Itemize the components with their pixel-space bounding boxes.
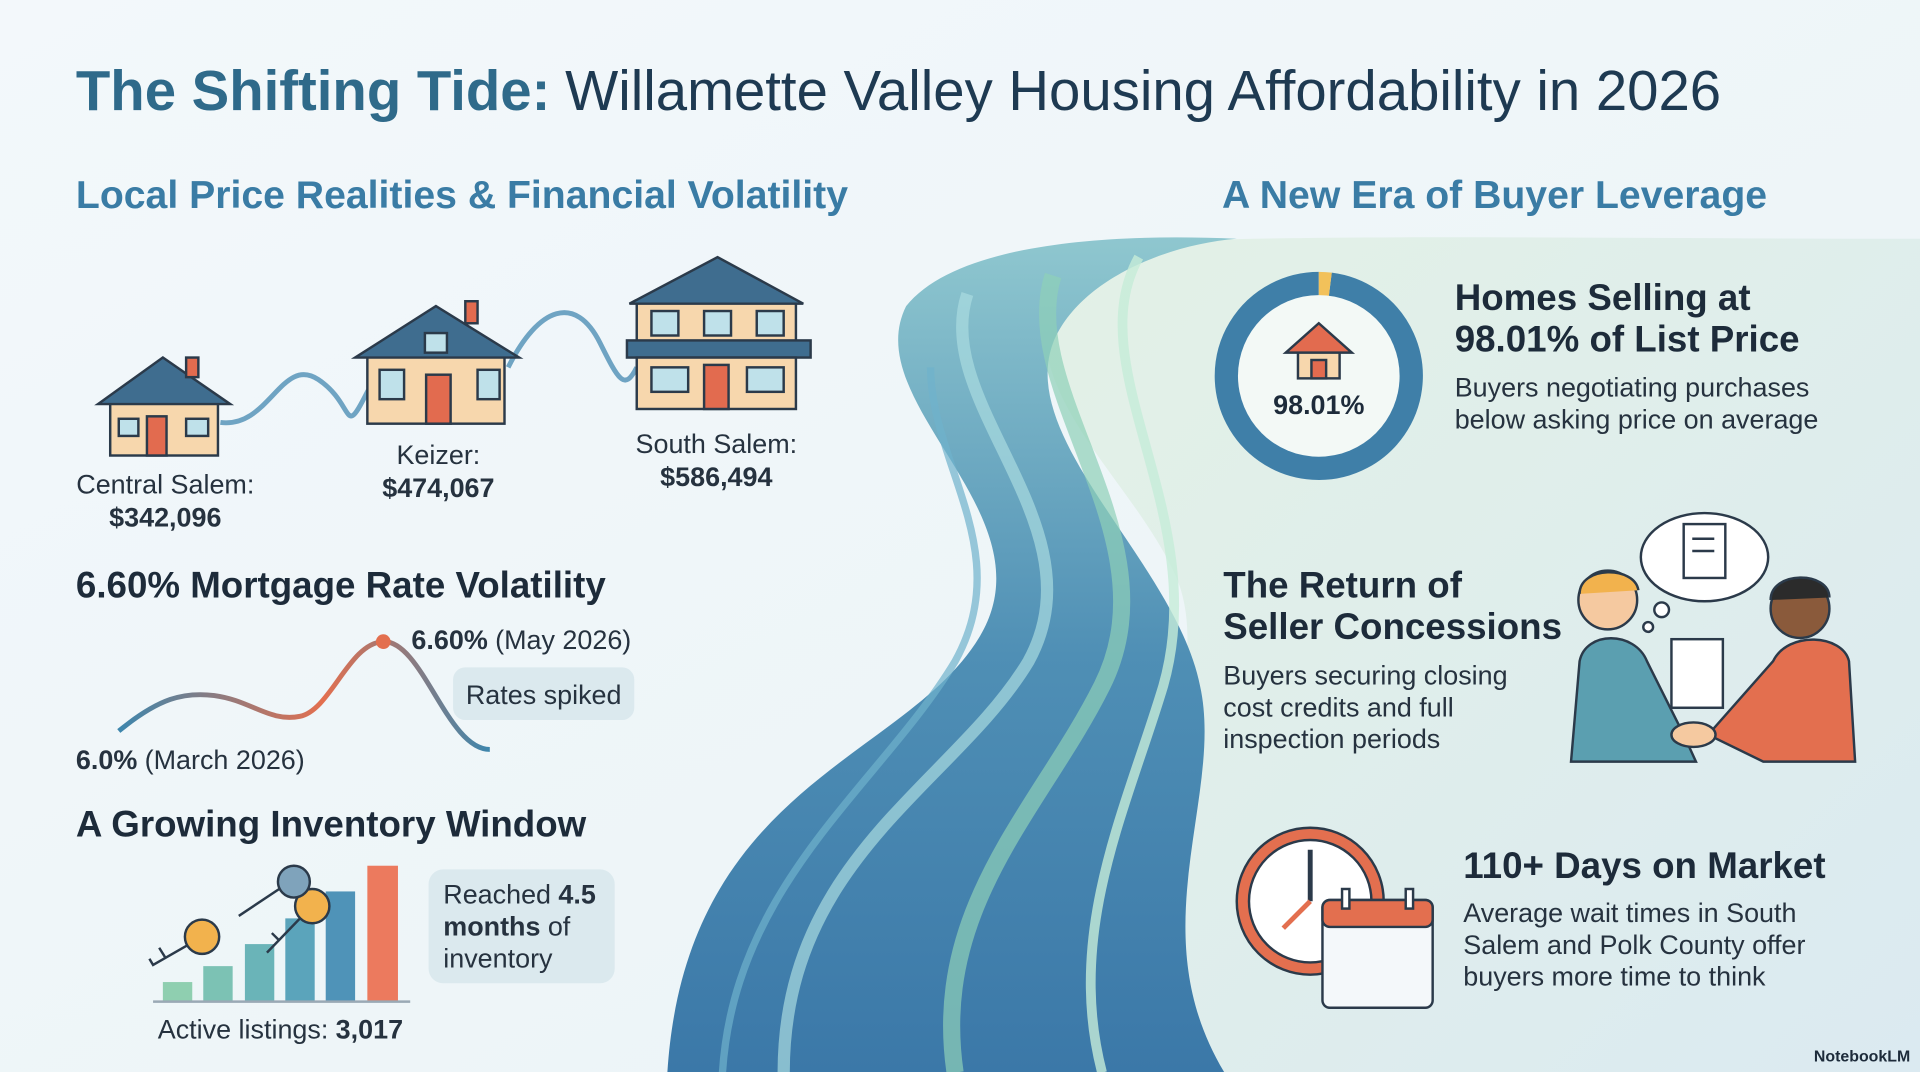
listings-label: Active listings: <box>158 1014 329 1044</box>
rate-value: 6.60% <box>411 625 487 655</box>
card-text: below asking price on average <box>1455 405 1819 435</box>
house-icon <box>94 356 235 457</box>
donut: 98.01% <box>1214 271 1423 480</box>
clock-calendar <box>1235 826 1434 1009</box>
card-title: The Return of <box>1223 565 1462 606</box>
callout-text: inventory <box>443 943 553 973</box>
donut-remainder <box>1318 271 1332 297</box>
listings-value: 3,017 <box>336 1014 403 1044</box>
callout-text: Rates spiked <box>466 680 622 710</box>
callout-bubble <box>453 667 635 721</box>
subheading: 6.60% Mortgage Rate Volatility <box>76 565 606 606</box>
card-title: Homes Selling at <box>1455 277 1751 318</box>
rate-date: (May 2026) <box>495 625 631 655</box>
card-text: buyers more time to think <box>1463 962 1766 992</box>
rate-high: 6.60% (May 2026) <box>411 625 631 655</box>
rate-curve <box>117 639 491 752</box>
price-area: Keizer: <box>396 440 480 470</box>
donut-label: 98.01% <box>1273 390 1364 420</box>
card-text: Buyers negotiating purchases <box>1455 373 1810 403</box>
card-text: Salem and Polk County offer <box>1463 930 1805 960</box>
title-rest: Willamette Valley Housing Affordability … <box>565 59 1721 122</box>
house-icon <box>1282 321 1356 380</box>
callout-unit: months <box>443 912 540 942</box>
card-text: inspection periods <box>1223 724 1440 754</box>
callout-text: Reached <box>443 880 551 910</box>
callout-line: months of <box>443 912 571 942</box>
callout-bubble <box>428 869 615 984</box>
rate-peak <box>375 634 391 649</box>
price-value: $474,067 <box>382 473 494 503</box>
price-area: Central Salem: <box>76 469 254 499</box>
card-title: Seller Concessions <box>1223 606 1562 647</box>
rate-value: 6.0% <box>76 745 137 775</box>
rate-low: 6.0% (March 2026) <box>76 745 305 775</box>
card-title: 98.01% of List Price <box>1455 318 1800 359</box>
card-title: 110+ Days on Market <box>1463 845 1825 886</box>
river <box>667 237 1237 1072</box>
house-icon <box>625 255 812 411</box>
inventory-bars <box>153 865 411 1003</box>
handshake-illustration <box>1569 511 1857 763</box>
callout-line: Reached 4.5 <box>443 880 596 910</box>
callout-text: of <box>548 912 571 942</box>
listings: Active listings: 3,017 <box>158 1014 403 1044</box>
keys-icon <box>148 864 331 967</box>
section-heading: Local Price Realities & Financial Volati… <box>76 174 848 217</box>
price-area: South Salem: <box>636 429 798 459</box>
section-heading: A New Era of Buyer Leverage <box>1222 174 1767 217</box>
title-lead: The Shifting Tide: <box>76 59 550 122</box>
subheading: A Growing Inventory Window <box>76 803 587 844</box>
house-icon <box>350 300 524 425</box>
title: The Shifting Tide: Willamette Valley Hous… <box>76 59 1721 122</box>
card-text: Buyers securing closing <box>1223 660 1507 690</box>
card-text: cost credits and full <box>1223 692 1453 722</box>
price-value: $342,096 <box>109 503 221 533</box>
callout-amount: 4.5 <box>558 880 595 910</box>
price-value: $586,494 <box>660 462 772 492</box>
card-text: Average wait times in South <box>1463 898 1796 928</box>
rate-date: (March 2026) <box>145 745 305 775</box>
donut-arc <box>1214 271 1423 480</box>
footer-brand: NotebookLM <box>1814 1049 1910 1066</box>
